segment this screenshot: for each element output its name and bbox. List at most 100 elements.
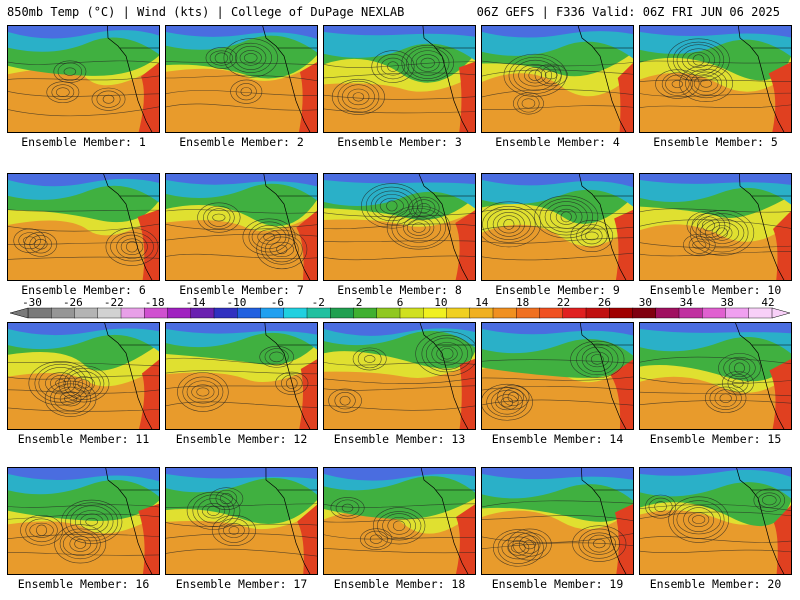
temperature-field	[8, 174, 159, 280]
temperature-field	[640, 468, 791, 574]
ensemble-member-map	[481, 467, 634, 575]
ensemble-member-map	[481, 173, 634, 281]
colorbar-swatch	[97, 307, 122, 319]
colorbar-swatch	[237, 307, 262, 319]
colorbar-swatch	[376, 307, 401, 319]
ensemble-member-label: Ensemble Member: 15	[649, 432, 782, 446]
ensemble-member-map	[481, 25, 634, 133]
colorbar-swatch	[283, 307, 308, 319]
ensemble-member-label: Ensemble Member: 14	[491, 432, 624, 446]
colorbar-swatch	[120, 307, 145, 319]
temperature-field	[8, 323, 159, 429]
temperature-field	[482, 468, 633, 574]
colorbar-tick-label: 14	[475, 296, 489, 309]
colorbar-swatch	[330, 307, 355, 319]
colorbar-swatch	[632, 307, 657, 319]
colorbar-swatch	[446, 307, 471, 319]
colorbar-swatch	[702, 307, 727, 319]
colorbar-swatch	[725, 307, 750, 319]
ensemble-member-map	[323, 173, 476, 281]
ensemble-member-label: Ensemble Member: 12	[175, 432, 308, 446]
ensemble-member-map	[639, 322, 792, 430]
temperature-field	[166, 468, 317, 574]
temperature-field	[324, 468, 475, 574]
colorbar-swatch	[399, 307, 424, 319]
model-run-info: 06Z GEFS | F336 Valid: 06Z FRI JUN 06 20…	[476, 5, 780, 19]
ensemble-member-label: Ensemble Member: 2	[179, 135, 304, 149]
ensemble-member-label: Ensemble Member: 9	[495, 283, 620, 297]
colorbar-right-arrow	[771, 307, 791, 319]
temperature-field	[324, 323, 475, 429]
ensemble-member-label: Ensemble Member: 11	[17, 432, 150, 446]
colorbar-tick-label: 30	[638, 296, 652, 309]
ensemble-member-map	[323, 467, 476, 575]
colorbar-swatch	[516, 307, 541, 319]
ensemble-member-label: Ensemble Member: 4	[495, 135, 620, 149]
temperature-field	[482, 26, 633, 132]
temperature-field	[640, 26, 791, 132]
ensemble-member-map	[165, 322, 318, 430]
colorbar-swatch	[306, 307, 331, 319]
colorbar-left-arrow	[9, 307, 29, 319]
colorbar-tick-label: -2	[311, 296, 325, 309]
colorbar-swatch	[167, 307, 192, 319]
colorbar-swatch	[539, 307, 564, 319]
temperature-field	[324, 174, 475, 280]
temperature-field	[8, 468, 159, 574]
temperature-field	[482, 323, 633, 429]
temperature-field	[166, 26, 317, 132]
ensemble-member-label: Ensemble Member: 18	[333, 577, 466, 591]
colorbar-swatch	[655, 307, 680, 319]
colorbar-tick-label: -6	[270, 296, 284, 309]
ensemble-member-map	[165, 467, 318, 575]
colorbar-tick-label: -18	[144, 296, 165, 309]
ensemble-member-map	[165, 173, 318, 281]
temperature-field	[482, 174, 633, 280]
temperature-field	[640, 323, 791, 429]
ensemble-member-map	[639, 467, 792, 575]
colorbar-tick-label: 22	[556, 296, 571, 309]
ensemble-member-map	[7, 173, 160, 281]
ensemble-member-label: Ensemble Member: 7	[179, 283, 304, 297]
colorbar-tick-label: 42	[761, 296, 775, 309]
ensemble-member-label: Ensemble Member: 1	[21, 135, 146, 149]
temperature-colorbar	[9, 307, 791, 319]
ensemble-member-label: Ensemble Member: 20	[649, 577, 782, 591]
temperature-field	[166, 174, 317, 280]
colorbar-tick-label: -26	[62, 296, 83, 309]
colorbar-swatch	[144, 307, 169, 319]
colorbar-swatch	[213, 307, 238, 319]
temperature-field	[324, 26, 475, 132]
colorbar-tick-label: 10	[434, 296, 448, 309]
ensemble-member-label: Ensemble Member: 8	[337, 283, 462, 297]
ensemble-member-map	[639, 25, 792, 133]
ensemble-member-map	[481, 322, 634, 430]
ensemble-member-label: Ensemble Member: 19	[491, 577, 624, 591]
ensemble-member-label: Ensemble Member: 3	[337, 135, 462, 149]
colorbar-swatch	[353, 307, 378, 319]
colorbar-tick-label: -14	[185, 296, 206, 309]
temperature-field	[640, 174, 791, 280]
colorbar-swatch	[609, 307, 634, 319]
colorbar-swatch	[74, 307, 99, 319]
ensemble-member-label: Ensemble Member: 13	[333, 432, 466, 446]
colorbar-tick-label: -10	[226, 296, 247, 309]
colorbar-tick-label: 6	[396, 296, 404, 309]
colorbar-tick-label: 26	[597, 296, 612, 309]
ensemble-member-map	[323, 322, 476, 430]
ensemble-member-map	[7, 25, 160, 133]
ensemble-member-map	[7, 467, 160, 575]
ensemble-member-map	[7, 322, 160, 430]
temperature-field	[8, 26, 159, 132]
map-title: 850mb Temp (°C) | Wind (kts) | College o…	[7, 5, 405, 19]
colorbar-swatch	[678, 307, 703, 319]
colorbar-swatch	[585, 307, 610, 319]
ensemble-member-label: Ensemble Member: 6	[21, 283, 146, 297]
colorbar-tick-label: -30	[22, 296, 42, 309]
colorbar-swatch	[51, 307, 76, 319]
ensemble-member-label: Ensemble Member: 10	[649, 283, 782, 297]
colorbar-swatch	[27, 307, 52, 319]
colorbar-tick-label: 38	[720, 296, 734, 309]
colorbar-swatch	[190, 307, 215, 319]
ensemble-member-map	[639, 173, 792, 281]
